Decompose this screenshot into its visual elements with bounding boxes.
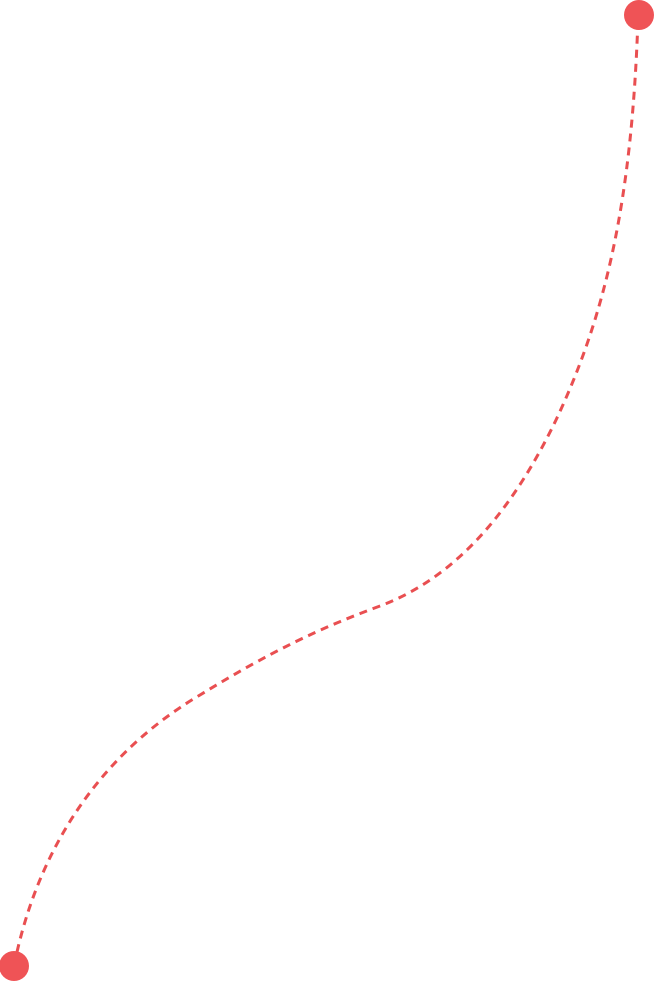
end-dot (624, 0, 654, 30)
dashed-curve (15, 17, 640, 953)
start-dot (0, 951, 29, 981)
